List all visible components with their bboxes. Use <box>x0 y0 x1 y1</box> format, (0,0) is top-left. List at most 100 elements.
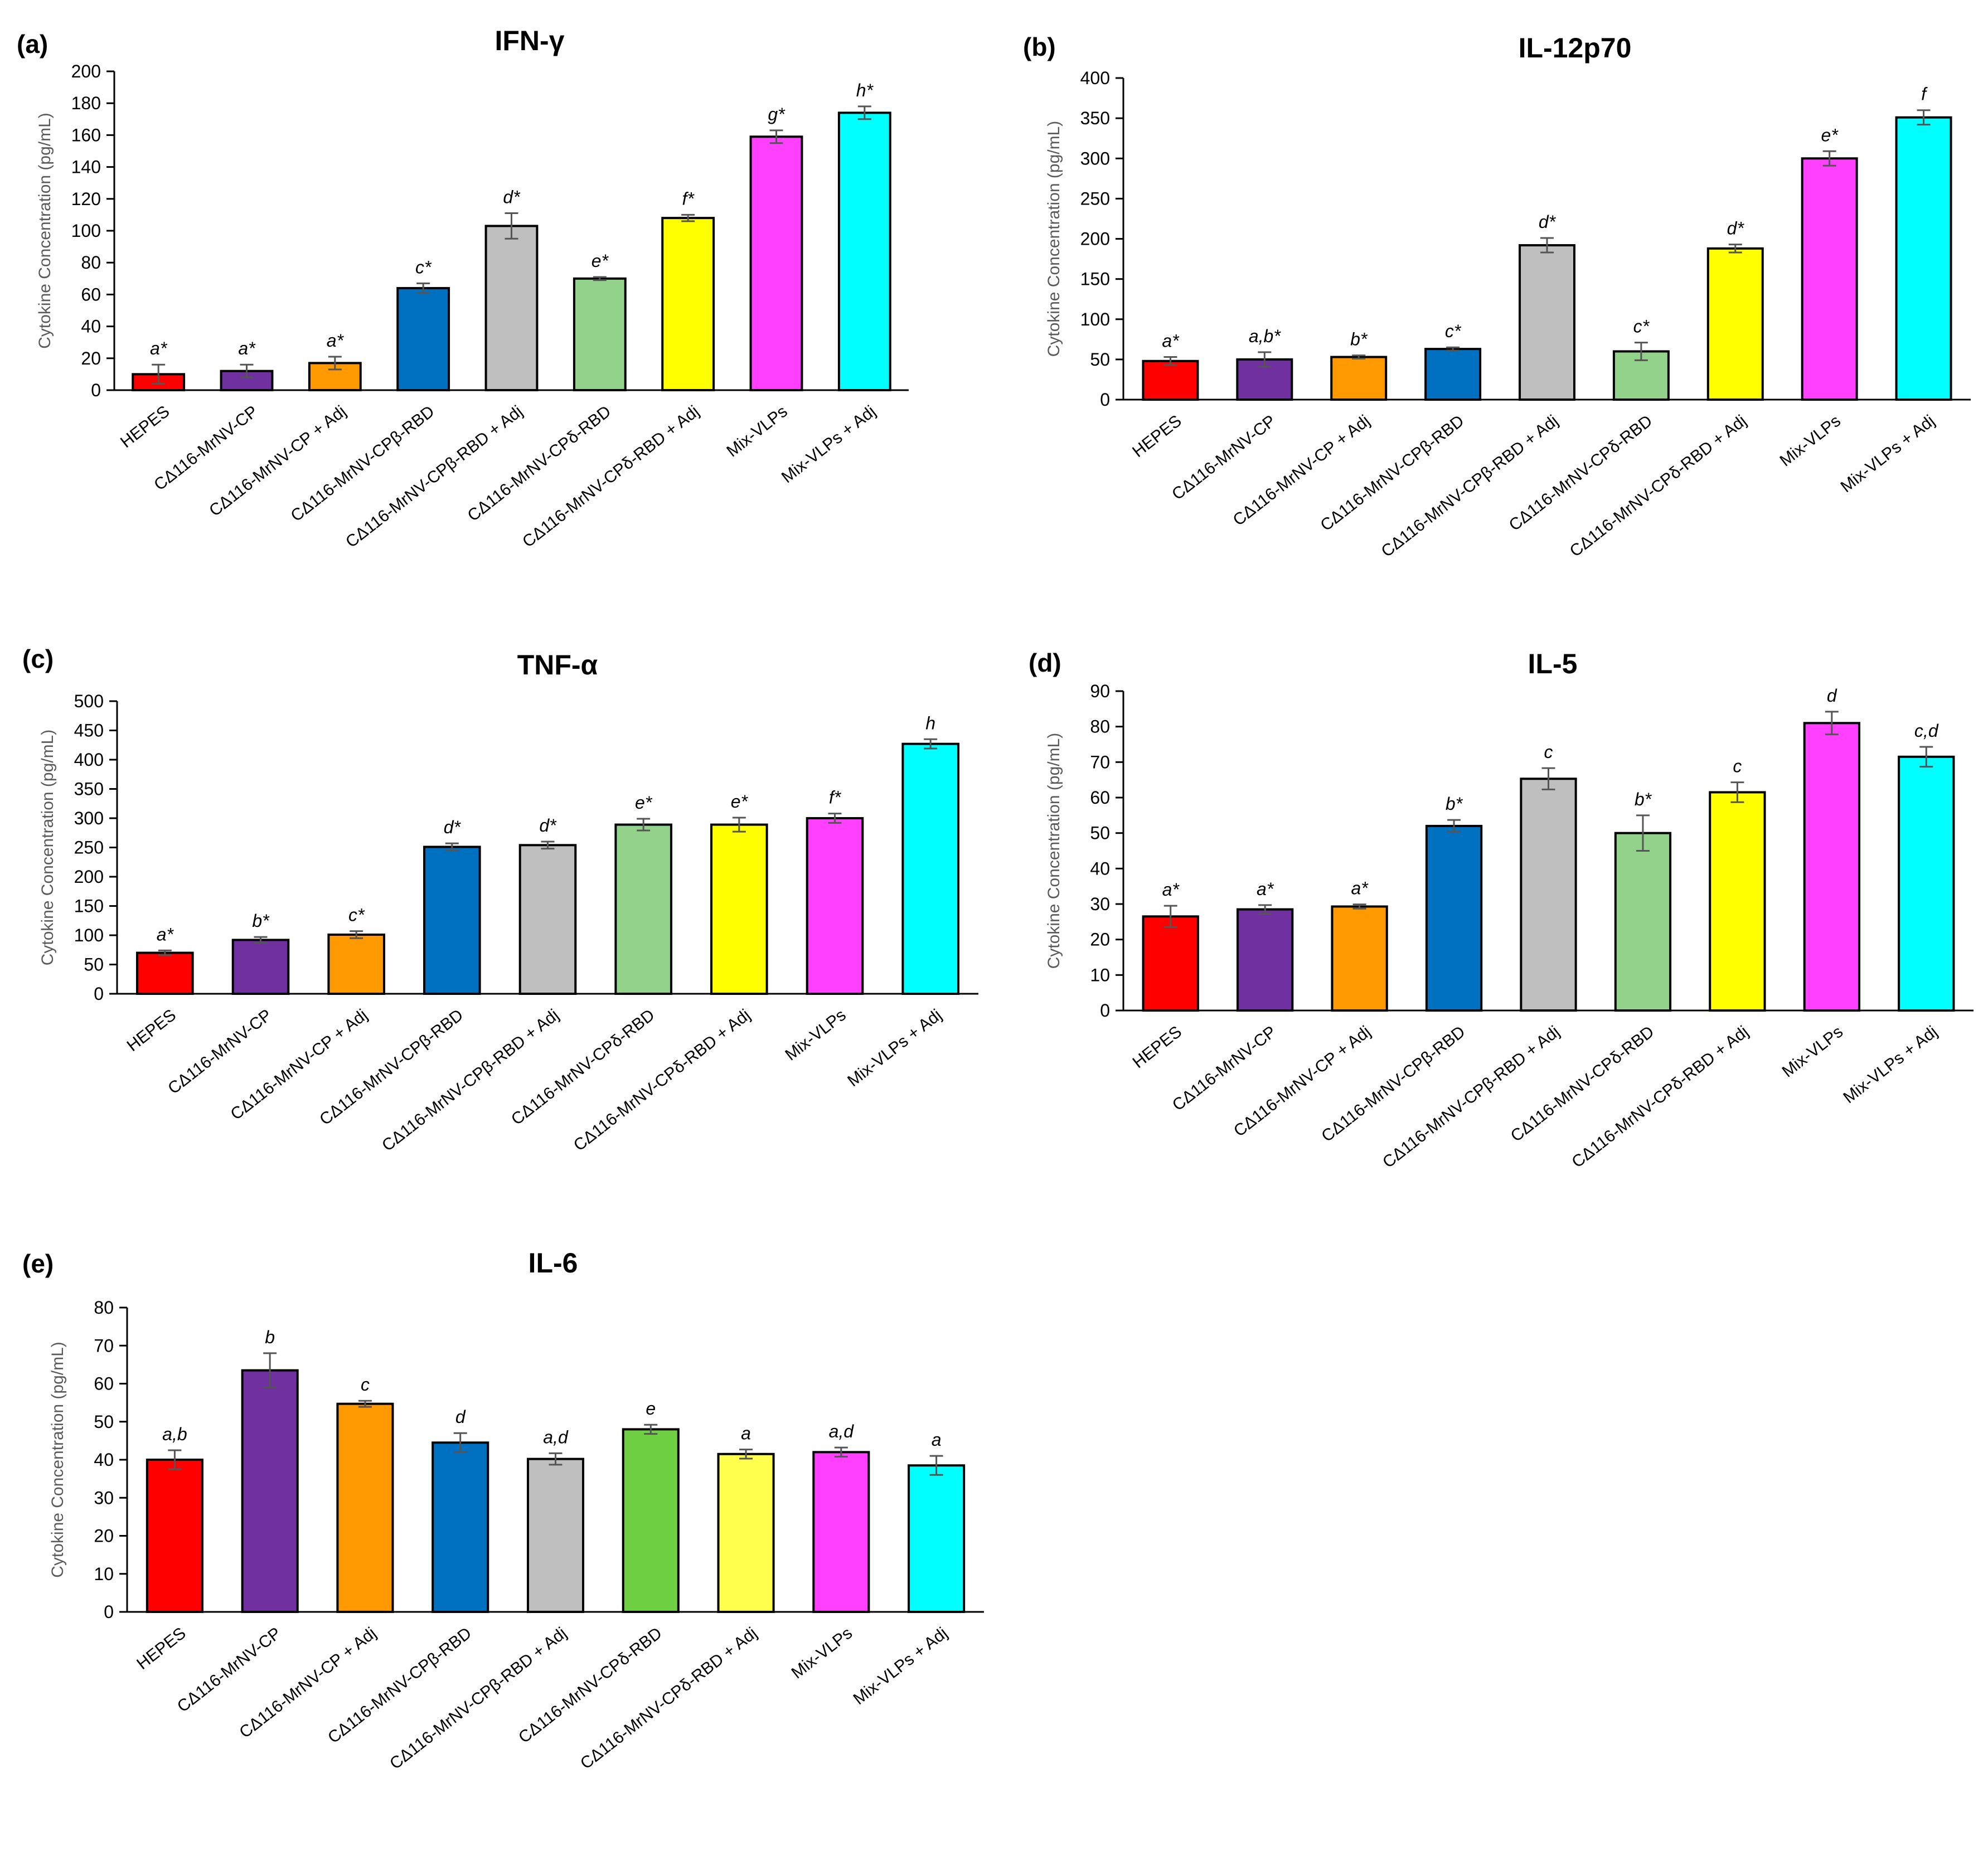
panel-label: (b) <box>1023 32 1056 61</box>
bar <box>717 1452 775 1613</box>
significance-label: b* <box>1350 329 1368 349</box>
error-bar <box>1917 109 1931 126</box>
error-bar <box>1352 354 1366 359</box>
bar <box>423 846 481 995</box>
significance-label: a,d <box>543 1427 569 1447</box>
significance-label: a* <box>157 924 174 944</box>
x-tick-label: Mix-VLPs <box>788 1624 856 1683</box>
y-tick-label: 350 <box>1080 108 1110 128</box>
significance-label: b* <box>1446 794 1463 814</box>
error-bar <box>505 212 518 240</box>
error-bar <box>1730 781 1744 803</box>
x-tick-label: Mix-VLPs + Adj <box>1840 1023 1941 1107</box>
bar <box>1331 905 1388 1012</box>
error-bar <box>1636 814 1650 852</box>
bar <box>622 1428 680 1613</box>
bar <box>1237 908 1294 1012</box>
x-tick-label: HEPES <box>1129 412 1185 461</box>
y-tick-label: 300 <box>74 808 104 828</box>
significance-label: a,b* <box>1249 326 1281 346</box>
chart-title: IL-12p70 <box>1519 32 1632 64</box>
y-tick-label: 450 <box>74 721 104 741</box>
significance-label: c,d <box>1914 721 1939 741</box>
error-bar <box>1258 351 1272 368</box>
significance-label: b <box>265 1327 275 1347</box>
significance-label: c* <box>348 905 365 925</box>
error-bar <box>1728 244 1742 254</box>
y-tick-label: 0 <box>1100 1000 1110 1021</box>
panel-label: (a) <box>17 30 48 59</box>
panel-label: (e) <box>22 1249 54 1278</box>
error-bar <box>924 738 938 750</box>
bar <box>1330 356 1388 401</box>
bar <box>614 823 672 995</box>
significance-label: a,d <box>829 1421 855 1441</box>
error-bar <box>637 818 651 832</box>
bar <box>1706 247 1764 401</box>
y-tick-label: 40 <box>94 1450 114 1470</box>
bar <box>146 1459 203 1613</box>
y-tick-label: 30 <box>94 1488 114 1508</box>
y-tick-label: 0 <box>91 380 101 400</box>
bar <box>518 844 577 995</box>
x-tick-label: CΔ116-MrNV-CPδ-RBD <box>464 402 615 526</box>
error-bar <box>1447 819 1461 833</box>
error-bar <box>857 105 871 120</box>
chart-title: IL-5 <box>1528 648 1578 679</box>
bar <box>1519 244 1575 401</box>
x-tick-label: CΔ116-MrNV-CPδ-RBD + Adj <box>1567 412 1750 561</box>
bar <box>901 742 959 995</box>
y-tick-label: 200 <box>1080 229 1110 249</box>
x-tick-label: CΔ116-MrNV-CPβ-RBD + Adj <box>1379 1023 1563 1172</box>
error-bar <box>593 276 607 281</box>
significance-label: b* <box>1635 789 1652 809</box>
bar <box>710 823 768 995</box>
significance-label: e <box>646 1398 656 1418</box>
error-bar <box>168 1449 182 1470</box>
error-bar <box>1634 342 1648 361</box>
x-tick-label: CΔ116-MrNV-CPδ-RBD + Adj <box>577 1624 760 1773</box>
bar <box>1898 755 1955 1012</box>
y-tick-label: 100 <box>74 925 104 945</box>
bar <box>806 817 864 995</box>
x-tick-label: CΔ116-MrNV-CPβ-RBD + Adj <box>386 1624 570 1774</box>
chart-panel-1: (a) IFN-γ Cytokine Concentration (pg/mL) 0 2… <box>17 25 909 551</box>
y-tick-label: 120 <box>71 189 101 209</box>
y-tick-label: 20 <box>81 348 101 368</box>
error-bar <box>328 356 342 371</box>
y-tick-label: 40 <box>1090 858 1110 878</box>
y-tick-label: 100 <box>71 221 101 241</box>
significance-label: c* <box>1633 317 1650 337</box>
y-tick-label: 50 <box>94 1412 114 1432</box>
bar <box>1425 824 1483 1012</box>
error-bar <box>769 129 783 144</box>
error-bar <box>254 936 268 944</box>
y-tick-label: 60 <box>94 1374 114 1394</box>
y-tick-label: 40 <box>81 317 101 337</box>
y-tick-label: 80 <box>94 1298 114 1318</box>
significance-label: d <box>455 1407 466 1427</box>
bar <box>1614 832 1672 1012</box>
error-bar <box>739 1449 753 1460</box>
panel-label: (d) <box>1029 648 1061 677</box>
y-tick-label: 140 <box>71 157 101 177</box>
chart-panel-4: (d) IL-5 Cytokine Concentration (pg/mL) 0 10… <box>1029 648 1974 1172</box>
error-bar <box>1822 150 1836 167</box>
significance-label: c* <box>415 257 432 277</box>
y-tick-label: 0 <box>94 984 104 1004</box>
y-tick-label: 180 <box>71 93 101 113</box>
error-bar <box>541 841 555 850</box>
chart-title: TNF-α <box>517 649 598 681</box>
significance-label: c <box>361 1374 370 1395</box>
significance-label: c <box>1544 742 1553 762</box>
significance-label: c* <box>1445 321 1462 341</box>
error-bar <box>1352 903 1366 910</box>
significance-label: b* <box>252 911 270 931</box>
significance-label: g* <box>768 104 785 124</box>
significance-label: c <box>1733 756 1742 776</box>
y-tick-label: 90 <box>1090 681 1110 701</box>
x-tick-label: CΔ116-MrNV-CPδ-RBD + Adj <box>519 402 702 551</box>
significance-label: a,b <box>162 1424 187 1444</box>
error-bar <box>644 1424 658 1435</box>
chart-title: IFN-γ <box>495 25 565 56</box>
